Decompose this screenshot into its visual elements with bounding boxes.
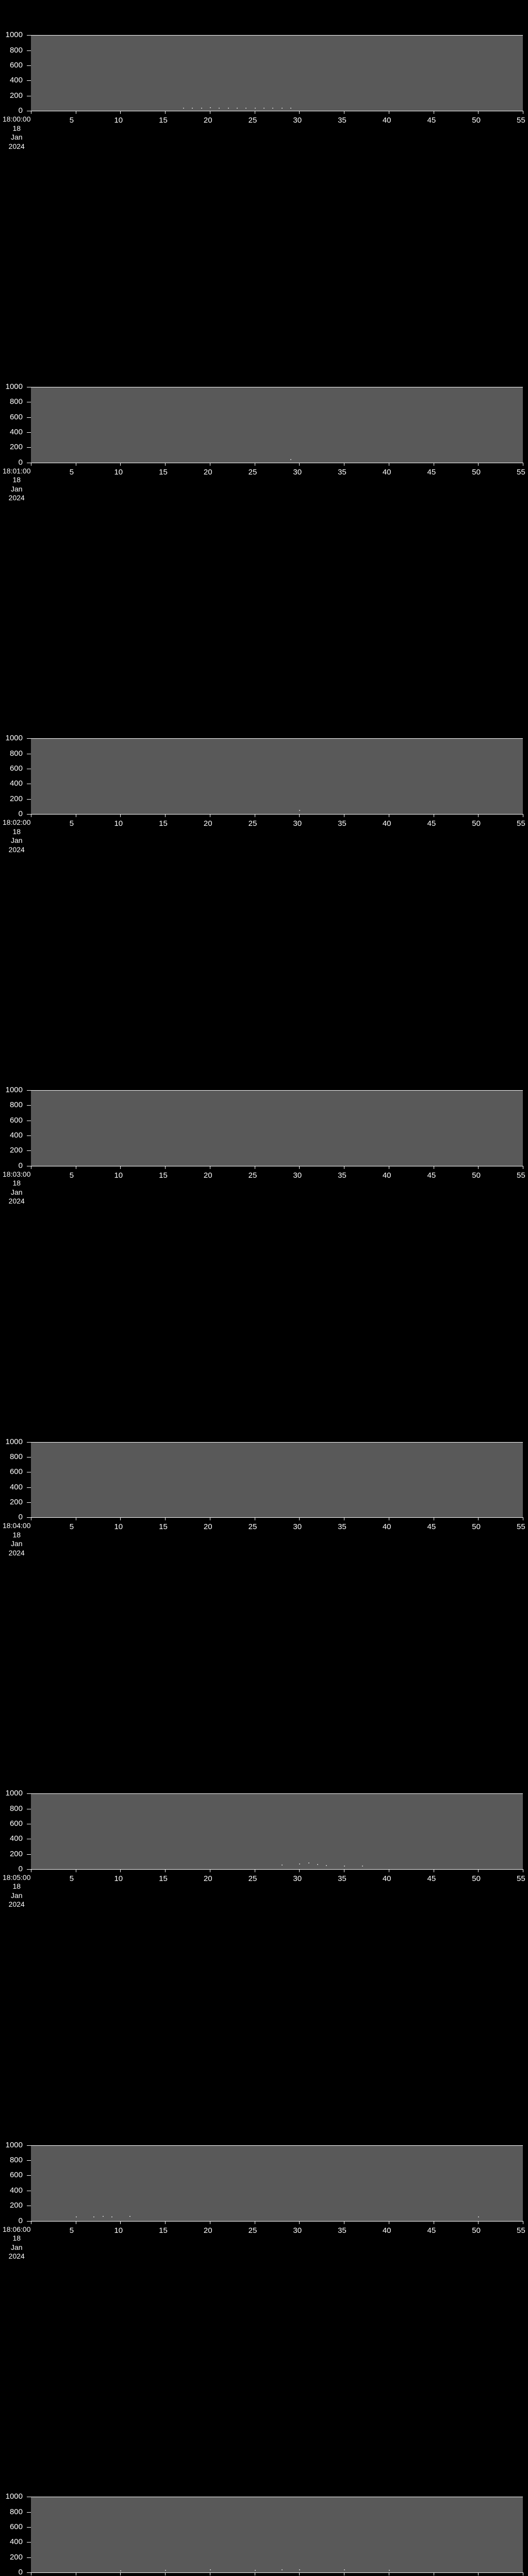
signal-point-1-8 bbox=[255, 108, 256, 109]
y-tick-mark-1-2 bbox=[27, 80, 31, 81]
x-tick-label-1-6: 30 bbox=[293, 116, 302, 125]
x-tick-label-1-1: 5 bbox=[70, 116, 74, 125]
x-tick-label-1-2: 10 bbox=[114, 116, 123, 125]
spectrogram-panel-8: 0200400600800100051015202530354045505518… bbox=[0, 1231, 528, 1406]
x-tick-mark-1-3 bbox=[165, 111, 166, 114]
y-tick-mark-1-5 bbox=[27, 35, 31, 36]
x-tick-label-1-5: 25 bbox=[249, 116, 257, 125]
y-tick-label-1-1: 200 bbox=[0, 91, 23, 100]
spectrogram-panel-1: 0 200 400 600 800 1000 5 10 15 20 25 30 35 40 45 50 55 18… bbox=[0, 0, 528, 176]
signal-point-1-1 bbox=[192, 108, 193, 109]
signal-point-1-6 bbox=[237, 108, 238, 109]
spectrogram-panel-10: 0200400600800100051015202530354045505518… bbox=[0, 1583, 528, 1758]
spectrogram-plot-area-1 bbox=[31, 35, 523, 111]
x-tick-label-1-11: 55 bbox=[517, 116, 525, 125]
spectrogram-panel-12: 0200400600800100051015202530354045505518… bbox=[0, 1934, 528, 2110]
y-tick-label-1-3: 600 bbox=[0, 61, 23, 70]
x-tick-mark-1-6 bbox=[299, 111, 300, 114]
spectrogram-panel-4: 0 200 400 600 800 1000 5 10 15 20 25 30 35 40 45 50 55 18… bbox=[0, 528, 528, 703]
spectrogram-panel-3: 0 200 400 600 800 1000 5 10 15 20 25 30 35 40 45 50 55 18… bbox=[0, 352, 528, 528]
spectrogram-panel-2: 0 200 400 600 800 1000 5 10 15 20 25 30 35 40 45 50 55 18… bbox=[0, 176, 528, 351]
signal-point-1-4 bbox=[219, 108, 220, 109]
signal-point-1-2 bbox=[201, 108, 202, 109]
x-tick-mark-1-2 bbox=[120, 111, 121, 114]
signal-point-1-10 bbox=[272, 108, 273, 109]
spectrogram-panel-6: 0 200 400 600 800 1000 5 10 15 20 25 30 35 40 45 50 55 18… bbox=[0, 879, 528, 1055]
spectrogram-panel-14: 0200400600800100051015202530354045505518… bbox=[0, 2286, 528, 2462]
x-tick-label-1-8: 40 bbox=[383, 116, 391, 125]
signal-point-1-5 bbox=[228, 108, 229, 109]
y-tick-label-1-2: 400 bbox=[0, 76, 23, 84]
plot-top-border-1 bbox=[31, 35, 523, 36]
y-tick-mark-1-4 bbox=[27, 50, 31, 51]
x-tick-label-1-7: 35 bbox=[338, 116, 346, 125]
x-tick-label-1-9: 45 bbox=[427, 116, 436, 125]
signal-point-1-3 bbox=[210, 107, 211, 108]
signal-point-1-9 bbox=[263, 108, 265, 109]
spectrogram-panel-13: 0200400600800100051015202530354045505518… bbox=[0, 2110, 528, 2286]
y-tick-label-1-4: 800 bbox=[0, 46, 23, 55]
signal-point-1-12 bbox=[290, 108, 291, 109]
y-tick-mark-1-3 bbox=[27, 65, 31, 66]
x-tick-label-1-10: 50 bbox=[472, 116, 481, 125]
x-tick-label-1-4: 20 bbox=[204, 116, 212, 125]
spectrogram-panel-5: 0 200 400 600 800 1000 5 10 15 20 25 30 35 40 45 50 55 18… bbox=[0, 703, 528, 879]
spectrogram-panel-7: 0 200 400 600 800 1000 5 10 15 20 25 30 35 40 45 50 55 18… bbox=[0, 1055, 528, 1231]
spectrogram-panel-9: 0200400600800100051015202530354045505518… bbox=[0, 1406, 528, 1582]
x-tick-label-1-3: 15 bbox=[159, 116, 168, 125]
spectrogram-panel-15: 0200400600800100051015202530354045505518… bbox=[0, 2462, 528, 2576]
signal-point-1-7 bbox=[245, 108, 246, 109]
time-label-1: 18:00:00 18 Jan 2024 bbox=[3, 115, 31, 151]
y-tick-label-1-5: 1000 bbox=[0, 30, 23, 39]
spectrogram-panel-11: 0 200 400 600 800 1000 5 10 15 20 25 30 35 40 45 50 55 18… bbox=[0, 1758, 528, 1934]
signal-point-1-0 bbox=[183, 108, 184, 109]
spectrogram-panel-stack: 0 200 400 600 800 1000 5 10 15 20 25 30 35 40 45 50 55 18… bbox=[0, 0, 528, 2576]
signal-point-1-11 bbox=[282, 108, 283, 109]
y-tick-label-1-0: 0 bbox=[0, 106, 23, 115]
